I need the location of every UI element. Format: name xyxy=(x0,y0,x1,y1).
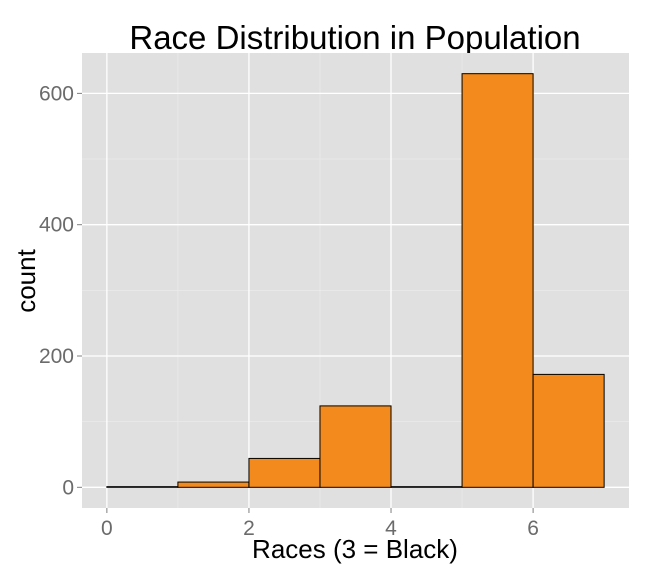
histogram-bar xyxy=(177,481,250,488)
x-tick-label: 6 xyxy=(527,517,539,540)
y-axis-title: count xyxy=(11,248,41,312)
histogram-bar xyxy=(106,486,179,488)
histogram-bar xyxy=(248,457,321,488)
x-axis-title: Races (3 = Black) xyxy=(252,534,458,564)
histogram-bar xyxy=(461,73,534,488)
x-tick-label: 4 xyxy=(385,517,397,540)
histogram-bars xyxy=(106,73,605,488)
histogram-bar xyxy=(532,373,605,488)
x-axis-ticks: 0 2 4 6 xyxy=(101,508,539,540)
y-tick-label: 200 xyxy=(39,345,74,368)
chart-title: Race Distribution in Population xyxy=(129,19,580,56)
x-tick-label: 2 xyxy=(243,517,255,540)
y-axis-ticks: 0 200 400 600 xyxy=(39,82,82,499)
y-tick-label: 0 xyxy=(62,476,74,499)
histogram-bar xyxy=(319,405,392,488)
y-tick-label: 600 xyxy=(39,82,74,105)
histogram-bar xyxy=(390,486,463,488)
x-tick-label: 0 xyxy=(101,517,113,540)
y-tick-label: 400 xyxy=(39,214,74,237)
